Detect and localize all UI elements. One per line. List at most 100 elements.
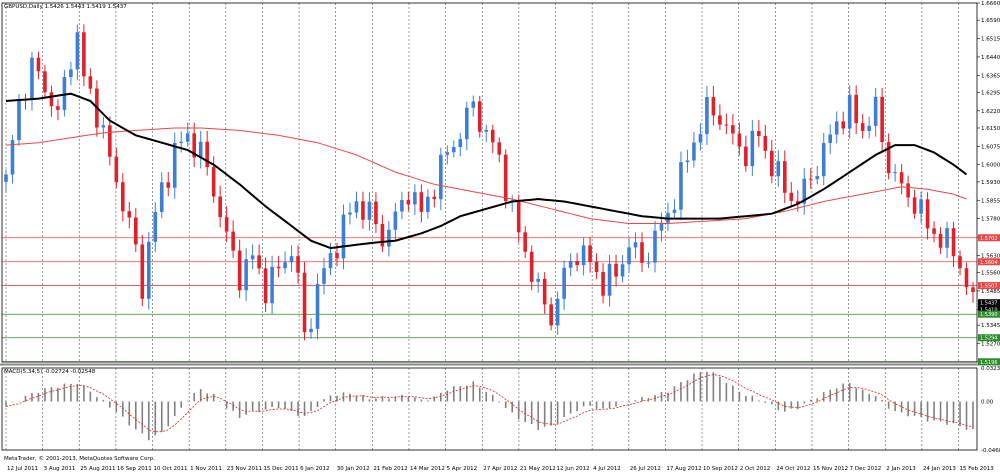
date-tick-label: 21 Feb 2012	[373, 466, 407, 472]
candle-body	[808, 178, 813, 180]
price-line-tag	[978, 334, 1000, 342]
candle-body	[82, 32, 86, 77]
candle-body	[737, 133, 742, 147]
candle-body	[659, 222, 664, 231]
candle-body	[847, 94, 852, 129]
candle-body	[776, 161, 781, 177]
candle-body	[30, 57, 34, 100]
price-line-tag	[978, 310, 1000, 318]
candle-body	[932, 228, 936, 234]
price-tick-label: 1.5345	[981, 323, 1000, 329]
candle-body	[834, 121, 839, 135]
candle-body	[159, 182, 164, 213]
date-tick-label: 4 Jul 2012	[593, 466, 621, 472]
candle-body	[555, 298, 560, 326]
candle-body	[231, 231, 235, 251]
candle-body	[770, 150, 774, 177]
candle-body	[912, 197, 917, 214]
price-tick-label: 1.6440	[981, 55, 1000, 61]
candle-body	[620, 264, 625, 277]
candle-body	[873, 96, 878, 126]
date-tick-label: 15 Nov 2012	[813, 466, 848, 472]
candle-body	[698, 134, 703, 143]
candle-body	[477, 101, 482, 132]
candle-body	[114, 156, 119, 183]
candle-body	[322, 268, 326, 284]
price-tick-label: 1.5270	[981, 342, 1000, 348]
candle-body	[549, 304, 553, 326]
price-tick-label: 1.6515	[981, 37, 1000, 43]
candle-body	[542, 278, 547, 305]
candle-body	[49, 92, 54, 107]
candlesticks	[4, 24, 975, 341]
candle-body	[899, 172, 904, 184]
price-tick-label: 1.5560	[981, 271, 1000, 277]
candle-body	[516, 200, 521, 233]
date-tick-label: 12 Jul 2011	[7, 466, 38, 472]
candle-body	[782, 161, 787, 193]
price-tick-label: 1.5930	[981, 180, 1000, 186]
candle-body	[244, 259, 248, 291]
candle-body	[283, 262, 287, 269]
price-tick-label: 1.5630	[981, 253, 1000, 259]
candle-body	[640, 242, 644, 263]
candle-body	[958, 256, 962, 269]
candle-body	[925, 199, 930, 229]
candle-body	[302, 272, 307, 333]
price-tick-label: 1.6150	[981, 126, 1000, 132]
price-line-tag	[978, 282, 1000, 290]
date-tick-label: 7 Dec 2012	[850, 466, 882, 472]
date-tick-label: 10 Sep 2012	[703, 466, 738, 472]
date-tick-label: 21 May 2012	[520, 466, 556, 472]
price-tick-label: 1.6365	[981, 73, 1000, 79]
candle-body	[789, 192, 794, 201]
candle-body	[140, 244, 145, 299]
fast-moving-average	[5, 92, 968, 250]
date-tick-label: 12 Jun 2012	[557, 466, 590, 472]
candle-body	[380, 224, 385, 247]
date-tick-label: 15 Feb 2013	[959, 466, 994, 472]
candle-body	[146, 241, 151, 299]
main-panel-frame	[1, 2, 978, 363]
candle-body	[400, 200, 404, 212]
candle-body	[568, 260, 573, 268]
candle-body	[795, 200, 800, 204]
candle-body	[763, 135, 768, 151]
candle-body	[101, 125, 106, 128]
price-tick-label: 1.5485	[981, 289, 1000, 295]
candle-body	[341, 214, 346, 259]
price-tick-label: 1.6660	[981, 1, 1000, 7]
price-line-tag	[978, 258, 1000, 266]
candle-body	[828, 134, 833, 144]
candle-body	[490, 129, 495, 143]
candle-body	[581, 245, 586, 266]
candle-body	[198, 141, 203, 158]
date-tick-label: 24 Oct 2012	[776, 466, 810, 472]
candle-body	[348, 212, 352, 215]
candle-body	[705, 96, 709, 135]
date-tick-label: 5 Apr 2012	[447, 466, 478, 472]
price-line-label: 1.5196	[980, 360, 998, 366]
candle-body	[250, 255, 255, 260]
macd-axis: 0.03232 0.00 -0.04686	[981, 366, 1000, 454]
candle-body	[562, 267, 566, 299]
date-tick-label: 15 Dec 2011	[263, 466, 298, 472]
candle-body	[393, 211, 398, 230]
candle-body	[627, 247, 631, 265]
candle-body	[75, 32, 80, 70]
price-tick-label: 1.5780	[981, 217, 1000, 223]
candle-body	[633, 242, 638, 248]
price-line-label: 1.5390	[980, 312, 998, 318]
candle-body	[679, 162, 683, 210]
candle-body	[289, 256, 294, 263]
price-tick-label: 1.6075	[981, 144, 1000, 150]
price-tick-label: 1.6590	[981, 18, 1000, 24]
candle-body	[257, 255, 261, 269]
candle-body	[56, 106, 60, 110]
macd-header: MACD(5,34,5) -0.02724 -0.02548	[4, 369, 96, 375]
date-tick-label: 16 Sep 2011	[117, 466, 152, 472]
candle-body	[406, 200, 411, 205]
candle-body	[166, 182, 171, 188]
candle-body	[367, 201, 372, 220]
